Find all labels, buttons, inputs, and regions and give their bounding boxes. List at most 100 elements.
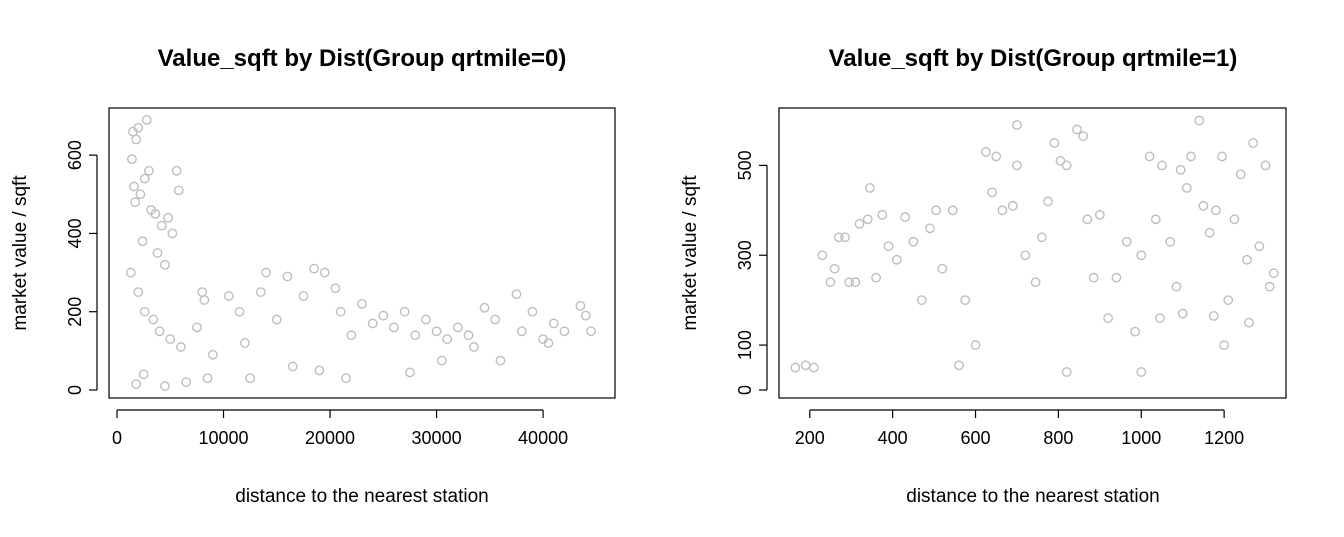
- data-point: [234, 306, 245, 317]
- data-point: [421, 314, 431, 325]
- data-point: [997, 205, 1008, 216]
- data-point: [173, 185, 184, 196]
- data-point: [335, 306, 346, 317]
- data-point: [1165, 236, 1176, 247]
- data-point: [261, 267, 272, 278]
- data-point: [139, 306, 150, 317]
- data-point: [490, 314, 501, 325]
- data-point: [1061, 160, 1072, 171]
- data-point: [202, 373, 213, 384]
- data-point: [1186, 151, 1196, 162]
- data-point: [1020, 250, 1031, 261]
- data-point: [152, 248, 163, 258]
- data-point: [1043, 196, 1053, 207]
- chart-2-x-axis-label: distance to the nearest station: [906, 486, 1160, 507]
- data-point: [165, 334, 176, 345]
- chart-1-points: [125, 115, 596, 391]
- data-point: [314, 365, 325, 376]
- data-point: [1130, 326, 1140, 337]
- chart-1-y-axis-label: market value / sqft: [10, 175, 31, 331]
- data-point: [1229, 214, 1240, 225]
- data-point: [141, 115, 152, 125]
- data-point: [341, 373, 351, 384]
- data-point: [1219, 340, 1230, 350]
- data-point: [937, 263, 948, 274]
- data-point: [1268, 268, 1279, 279]
- data-point: [1012, 120, 1022, 130]
- data-point: [1121, 236, 1132, 247]
- data-point: [1111, 272, 1122, 283]
- data-point: [1210, 205, 1221, 216]
- data-point: [191, 322, 202, 333]
- panel-2: Value_sqft by Dist(Group qrtmile=1) dist…: [680, 45, 1287, 507]
- data-point: [1235, 169, 1246, 180]
- chart-2-x-tick-label: 200: [795, 428, 825, 448]
- chart-1-y-tick-label: 600: [65, 140, 85, 170]
- data-point: [1208, 310, 1219, 321]
- data-point: [891, 254, 902, 265]
- panel-1: Value_sqft by Dist(Group qrtmile=0) dist…: [10, 45, 616, 507]
- chart-2-title: Value_sqft by Dist(Group qrtmile=1): [829, 45, 1238, 72]
- data-point: [575, 300, 586, 311]
- data-point: [864, 182, 875, 193]
- data-point: [138, 369, 149, 380]
- data-point: [1181, 182, 1192, 193]
- data-point: [282, 271, 293, 282]
- data-point: [309, 263, 319, 274]
- data-point: [800, 360, 811, 371]
- data-point: [559, 326, 570, 337]
- data-point: [877, 209, 888, 220]
- data-point: [1103, 313, 1114, 324]
- chart-1-title: Value_sqft by Dist(Group qrtmile=0): [158, 45, 567, 72]
- chart-2-x-tick-label: 800: [1043, 428, 1073, 448]
- data-point: [431, 326, 442, 337]
- data-point: [1061, 367, 1072, 377]
- data-point: [197, 287, 208, 298]
- chart-2-y-tick-label: 100: [735, 330, 755, 360]
- data-point: [160, 381, 170, 391]
- data-point: [916, 295, 927, 306]
- data-point: [156, 220, 167, 231]
- chart-1-x-tick-label: 10000: [198, 428, 248, 448]
- data-point: [181, 377, 192, 388]
- data-point: [271, 314, 282, 325]
- data-point: [825, 277, 836, 288]
- data-point: [319, 267, 330, 278]
- data-point: [405, 367, 415, 378]
- data-point: [1082, 214, 1093, 225]
- chart-2-axes: 200 400 600 800 1000 1200 0 100 300 500: [735, 150, 1244, 448]
- data-point: [148, 314, 159, 325]
- data-point: [829, 263, 840, 274]
- chart-2-x-tick-label: 1200: [1204, 428, 1244, 448]
- data-point: [1072, 124, 1082, 135]
- data-point: [1248, 138, 1259, 148]
- chart-1-x-tick-label: 30000: [412, 428, 462, 448]
- chart-1-plot-area: [108, 107, 616, 399]
- chart-1-x-tick-label: 0: [112, 428, 122, 448]
- data-point: [1177, 308, 1188, 319]
- data-point: [1264, 281, 1275, 292]
- data-point: [330, 283, 341, 294]
- data-point: [1155, 313, 1165, 324]
- data-point: [150, 208, 161, 219]
- data-point: [468, 342, 479, 352]
- chart-2-x-tick-label: 400: [878, 428, 908, 448]
- data-point: [833, 232, 844, 243]
- data-point: [883, 241, 894, 252]
- data-point: [410, 330, 421, 341]
- chart-1-y-tick-label: 200: [65, 297, 85, 327]
- data-point: [844, 277, 855, 288]
- data-point: [154, 326, 165, 337]
- data-point: [171, 165, 182, 176]
- data-point: [167, 228, 178, 239]
- data-point: [1244, 317, 1254, 328]
- data-point: [1171, 281, 1182, 292]
- chart-1-y-tick-label: 0: [65, 385, 85, 395]
- data-point: [862, 214, 873, 225]
- data-point: [1204, 227, 1215, 238]
- data-point: [543, 338, 554, 348]
- data-point: [1136, 367, 1147, 377]
- chart-1-x-tick-label: 40000: [518, 428, 568, 448]
- data-point: [130, 197, 141, 208]
